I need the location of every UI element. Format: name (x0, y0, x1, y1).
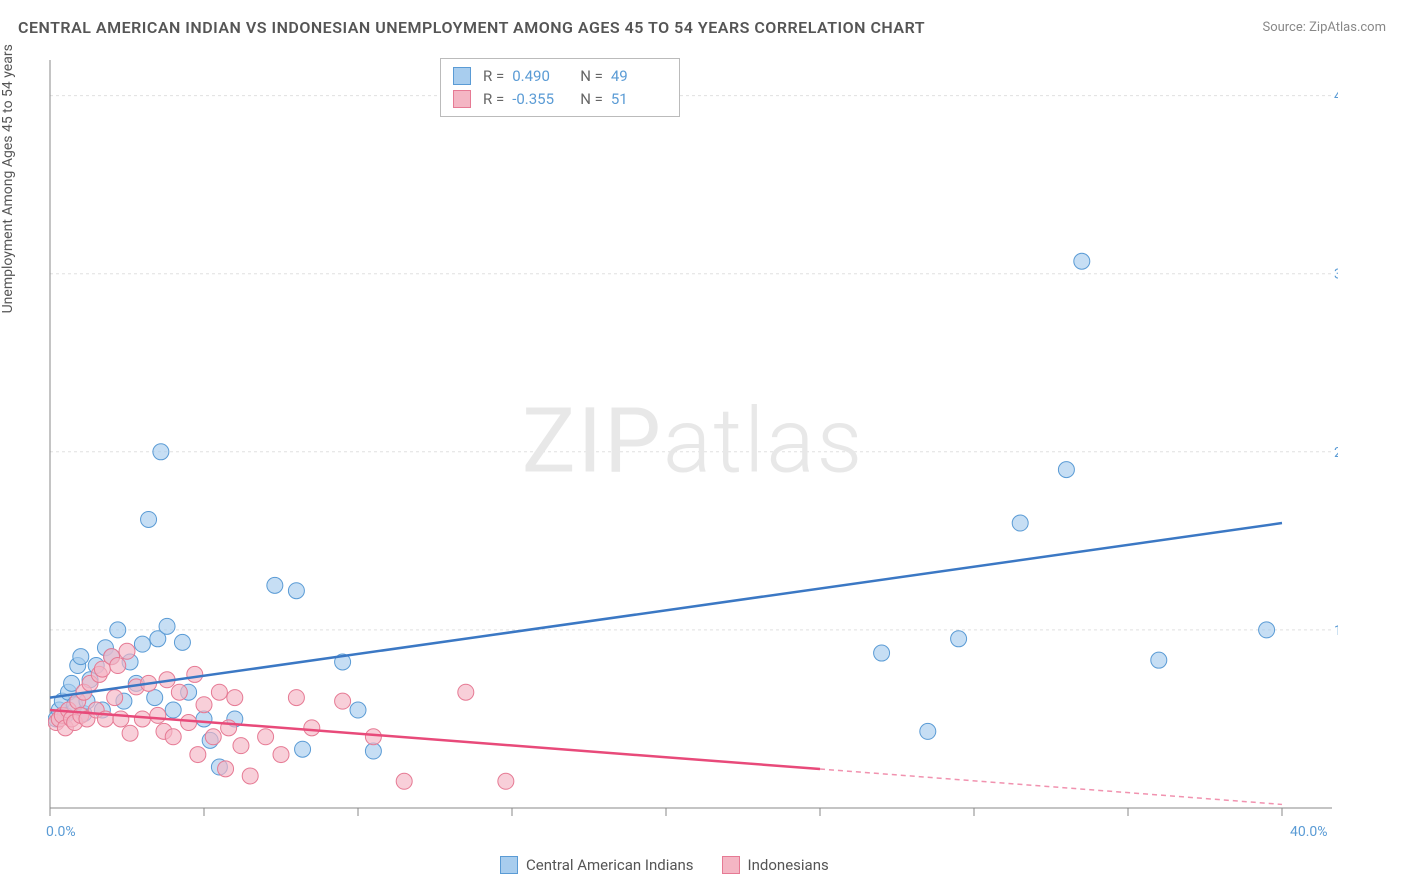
data-point (196, 697, 212, 713)
data-point (273, 747, 289, 763)
data-point (171, 684, 187, 700)
data-point (242, 768, 258, 784)
data-point (350, 702, 366, 718)
data-point (1012, 515, 1028, 531)
data-point (147, 690, 163, 706)
data-point (1058, 462, 1074, 478)
data-point (205, 729, 221, 745)
data-point (258, 729, 274, 745)
data-point (165, 729, 181, 745)
data-point (295, 741, 311, 757)
data-point (73, 649, 89, 665)
legend-n-label: N = (580, 88, 603, 111)
legend-row: R = -0.355 N = 51 (453, 88, 667, 111)
data-point (134, 636, 150, 652)
data-point (227, 690, 243, 706)
data-point (304, 720, 320, 736)
data-point (267, 577, 283, 593)
data-point (122, 725, 138, 741)
legend-r-label: R = (483, 88, 504, 111)
legend-row: R = 0.490 N = 49 (453, 65, 667, 88)
data-point (288, 583, 304, 599)
legend-label: Central American Indians (526, 856, 694, 874)
data-point (196, 711, 212, 727)
legend-item: Indonesians (722, 856, 829, 874)
data-point (187, 666, 203, 682)
legend-swatch (453, 67, 471, 85)
series-legend: Central American Indians Indonesians (500, 856, 829, 874)
data-point (181, 715, 197, 731)
legend-n-label: N = (580, 65, 603, 88)
legend-n-value: 49 (611, 65, 667, 88)
data-point (159, 618, 175, 634)
data-point (365, 729, 381, 745)
trend-line-extrapolated (820, 769, 1282, 804)
data-point (211, 684, 227, 700)
data-point (107, 690, 123, 706)
data-point (134, 711, 150, 727)
data-point (396, 773, 412, 789)
data-point (335, 693, 351, 709)
data-point (153, 444, 169, 460)
data-point (288, 690, 304, 706)
chart-area: ZIPatlas 10.0%20.0%30.0%40.0% (48, 56, 1338, 826)
data-point (190, 747, 206, 763)
legend-swatch (722, 856, 740, 874)
legend-r-value: 0.490 (512, 65, 568, 88)
data-point (1074, 253, 1090, 269)
legend-r-label: R = (483, 65, 504, 88)
data-point (119, 643, 135, 659)
x-axis-min-label: 0.0% (46, 824, 76, 840)
legend-n-value: 51 (611, 88, 667, 111)
x-axis-max-label: 40.0% (1290, 824, 1328, 840)
data-point (113, 711, 129, 727)
data-point (874, 645, 890, 661)
legend-r-value: -0.355 (512, 88, 568, 111)
y-tick-label: 20.0% (1334, 445, 1338, 461)
data-point (1151, 652, 1167, 668)
data-point (920, 723, 936, 739)
y-tick-label: 40.0% (1334, 89, 1338, 105)
trend-line (50, 523, 1282, 698)
data-point (498, 773, 514, 789)
legend-swatch (500, 856, 518, 874)
y-tick-label: 10.0% (1334, 623, 1338, 639)
data-point (458, 684, 474, 700)
chart-title: CENTRAL AMERICAN INDIAN VS INDONESIAN UN… (18, 18, 925, 37)
data-point (141, 511, 157, 527)
data-point (150, 707, 166, 723)
scatter-chart: 10.0% 20.0% 30.0% 40.0% (48, 56, 1338, 826)
data-point (218, 761, 234, 777)
source-attribution: Source: ZipAtlas.com (1262, 20, 1386, 35)
data-point (365, 743, 381, 759)
y-tick-label: 30.0% (1334, 267, 1338, 283)
y-axis-label: Unemployment Among Ages 45 to 54 years (0, 44, 16, 313)
data-point (1259, 622, 1275, 638)
legend-label: Indonesians (748, 856, 829, 874)
data-point (165, 702, 181, 718)
data-point (951, 631, 967, 647)
legend-swatch (453, 90, 471, 108)
data-point (110, 658, 126, 674)
data-point (174, 634, 190, 650)
correlation-legend: R = 0.490 N = 49 R = -0.355 N = 51 (440, 58, 680, 117)
legend-item: Central American Indians (500, 856, 694, 874)
data-point (110, 622, 126, 638)
data-point (233, 738, 249, 754)
